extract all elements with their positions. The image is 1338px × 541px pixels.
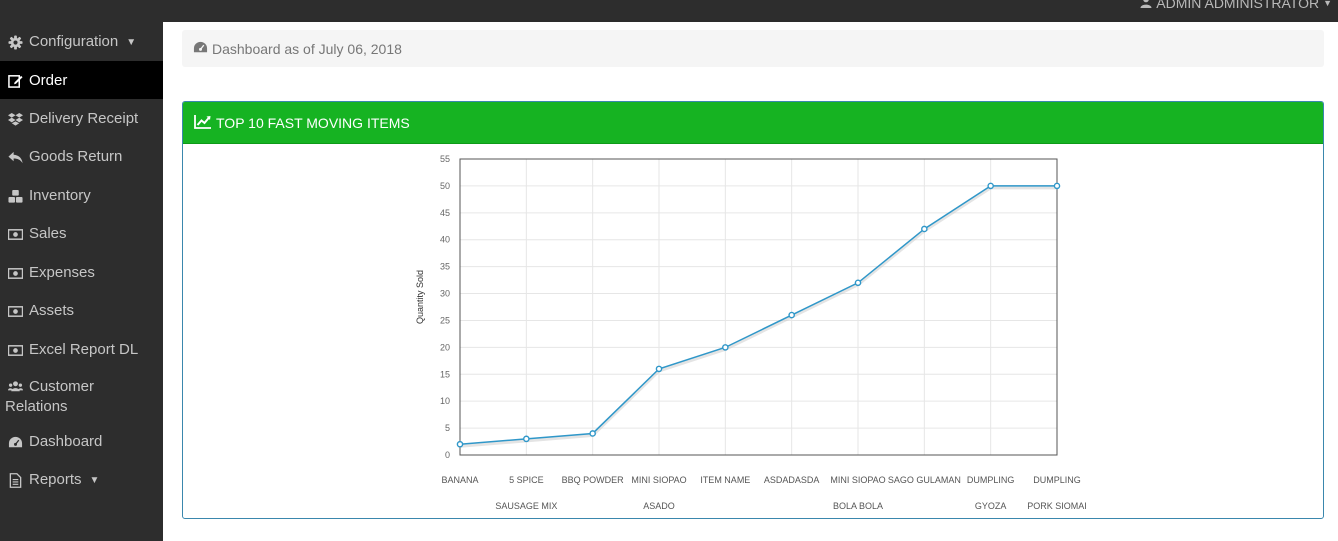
data-point — [788, 311, 795, 319]
x-tick-label: 5 SPICE — [509, 475, 544, 485]
sidebar-item-configuration[interactable]: Configuration ▼ — [0, 33, 163, 55]
money-icon — [7, 265, 23, 281]
user-name: ADMIN ADMINISTRATOR — [1156, 0, 1320, 11]
sidebar-item-label: Delivery Receipt — [29, 110, 139, 127]
x-tick-label: PORK SIOMAI — [1027, 501, 1087, 511]
panel-title: TOP 10 FAST MOVING ITEMS — [216, 114, 410, 131]
x-tick-label: SAGO GULAMAN — [888, 475, 961, 485]
data-point — [1053, 182, 1061, 190]
y-tick-label: 30 — [440, 289, 450, 299]
x-tick-label: BANANA — [441, 475, 478, 485]
data-point — [921, 225, 928, 233]
caret-down-icon: ▼ — [89, 475, 100, 486]
caret-down-icon: ▼ — [126, 37, 137, 48]
sidebar-item-label: Expenses — [29, 264, 95, 281]
sidebar-item-label: Sales — [29, 225, 67, 242]
edit-icon — [7, 72, 23, 88]
x-tick-label: DUMPLING — [1033, 475, 1081, 485]
x-tick-label: GYOZA — [975, 501, 1007, 511]
sidebar: Configuration ▼ Order Delivery Receipt G… — [0, 22, 163, 541]
sidebar-item-delivery-receipt[interactable]: Delivery Receipt — [0, 110, 163, 132]
dropbox-icon — [7, 111, 23, 127]
x-tick-label: ASDADASDA — [764, 475, 820, 485]
plot-border — [459, 158, 1058, 456]
sidebar-item-label: Configuration — [29, 33, 119, 50]
y-tick-label: 25 — [440, 315, 450, 325]
sidebar-item-label: Assets — [29, 302, 75, 319]
sidebar-item-label: Goods Return — [29, 148, 123, 165]
dashboard-icon — [193, 40, 212, 58]
data-point — [589, 430, 596, 437]
x-tick-label: BOLA BOLA — [833, 501, 883, 511]
sidebar-item-label: Order — [29, 71, 68, 89]
user-icon — [1140, 0, 1152, 11]
x-tick-label: BBQ POWDER — [562, 475, 625, 485]
data-point — [854, 279, 862, 287]
y-tick-label: 10 — [440, 396, 450, 406]
sidebar-item-assets[interactable]: Assets — [0, 302, 163, 324]
x-tick-label: DUMPLING — [967, 475, 1015, 485]
data-point — [722, 344, 729, 351]
x-tick-label: ASADO — [643, 501, 675, 511]
users-icon — [7, 379, 23, 395]
money-icon — [7, 342, 23, 358]
data-point — [987, 182, 994, 190]
series-line — [459, 185, 1057, 445]
top-navbar: ADMIN ADMINISTRATOR ▼ — [0, 0, 1338, 22]
y-tick-label: 45 — [440, 208, 450, 218]
y-tick-label: 0 — [445, 450, 450, 460]
y-tick-label: 35 — [440, 262, 450, 272]
x-tick-label: MINI SIOPAO — [631, 475, 686, 485]
sidebar-item-sales[interactable]: Sales — [0, 225, 163, 247]
sidebar-item-label: Dashboard — [29, 433, 103, 450]
quantity-line-chart: 0 5 10 15 20 25 30 35 40 45 50 55 BANANA 5 SPICE SAUSA… — [415, 154, 1087, 511]
dashboard-icon — [7, 434, 23, 450]
breadcrumb-text: Dashboard as of July 06, 2018 — [212, 40, 402, 57]
breadcrumb: Dashboard as of July 06, 2018 — [182, 30, 1324, 67]
data-point — [456, 440, 464, 448]
data-point — [523, 435, 530, 443]
file-icon — [7, 472, 23, 488]
sidebar-item-label: Excel Report DL — [29, 341, 139, 358]
sidebar-item-label: Reports — [29, 471, 82, 488]
sidebar-item-label: Customer Relations — [5, 378, 95, 415]
y-tick-label: 20 — [440, 342, 450, 352]
caret-down-icon: ▼ — [1323, 0, 1332, 8]
sidebar-item-label: Inventory — [29, 187, 91, 204]
y-tick-label: 50 — [440, 181, 450, 191]
sidebar-item-expenses[interactable]: Expenses — [0, 264, 163, 286]
sidebar-item-excel-report-dl[interactable]: Excel Report DL — [0, 341, 163, 363]
series-line-shadow — [459, 186, 1057, 448]
x-tick-label: SAUSAGE MIX — [495, 501, 557, 511]
user-menu[interactable]: ADMIN ADMINISTRATOR ▼ — [1140, 0, 1332, 11]
panel-header: TOP 10 FAST MOVING ITEMS — [183, 102, 1323, 144]
sidebar-item-reports[interactable]: Reports ▼ — [0, 471, 163, 493]
money-icon — [7, 303, 23, 319]
sidebar-item-customer-relations[interactable]: Customer Relations — [0, 379, 163, 415]
reply-icon — [7, 149, 23, 165]
cubes-icon — [7, 188, 23, 204]
gear-icon — [7, 34, 23, 50]
sidebar-item-dashboard[interactable]: Dashboard — [0, 433, 163, 455]
sidebar-item-inventory[interactable]: Inventory — [0, 187, 163, 209]
y-axis-label: Quantity Sold — [415, 270, 425, 324]
fast-moving-items-panel: TOP 10 FAST MOVING ITEMS 0 5 10 15 20 25 30 35 4… — [182, 101, 1324, 519]
y-tick-label: 55 — [440, 154, 450, 164]
sidebar-item-goods-return[interactable]: Goods Return — [0, 148, 163, 170]
x-tick-label: MINI SIOPAO — [830, 475, 885, 485]
x-tick-label: ITEM NAME — [700, 475, 750, 485]
y-tick-label: 5 — [445, 423, 450, 433]
sidebar-item-order[interactable]: Order — [0, 61, 163, 99]
line-chart-icon — [194, 114, 216, 132]
money-icon — [7, 226, 23, 242]
y-tick-label: 15 — [440, 369, 450, 379]
y-tick-label: 40 — [440, 235, 450, 245]
data-point — [655, 365, 663, 373]
